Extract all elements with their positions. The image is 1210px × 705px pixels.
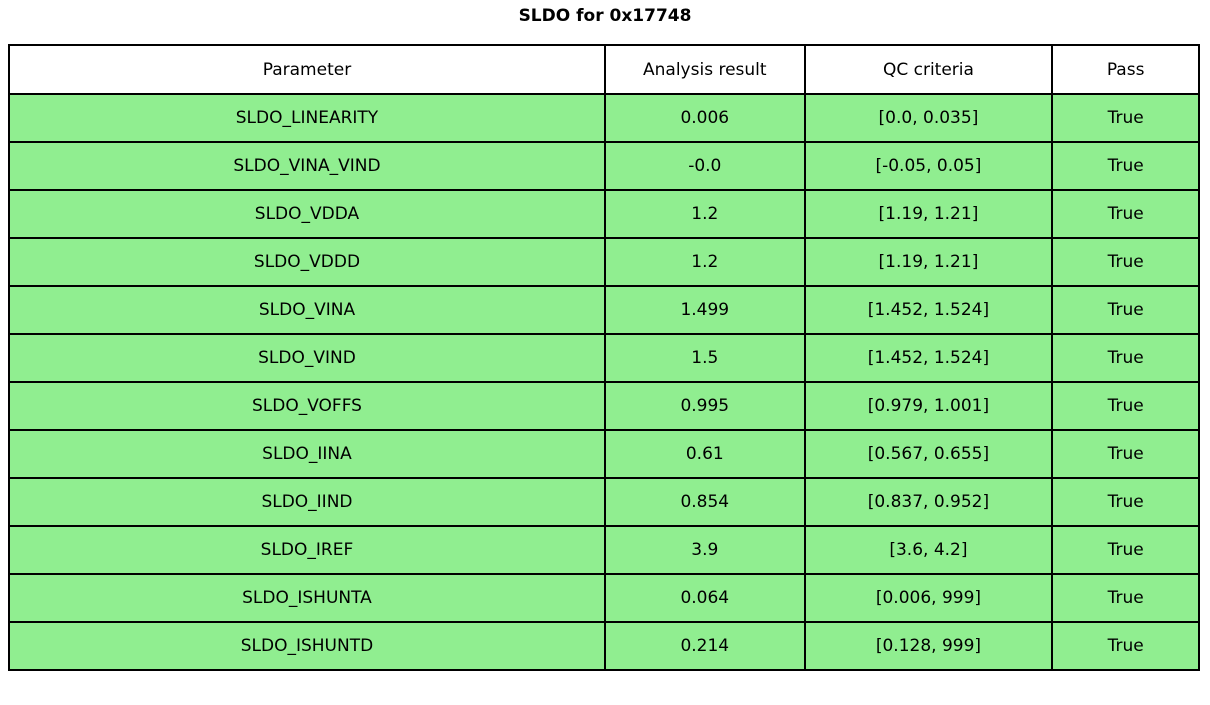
cell-parameter: SLDO_VDDA bbox=[8, 189, 606, 239]
cell-parameter: SLDO_VDDD bbox=[8, 237, 606, 287]
cell-qc-criteria: [1.19, 1.21] bbox=[803, 237, 1054, 287]
cell-pass-status: True bbox=[1051, 333, 1200, 383]
cell-analysis-result: 0.995 bbox=[603, 381, 806, 431]
cell-analysis-result: -0.0 bbox=[603, 141, 806, 191]
cell-pass-status: True bbox=[1051, 93, 1200, 143]
column-header-analysis-result: Analysis result bbox=[603, 44, 806, 95]
cell-analysis-result: 3.9 bbox=[603, 525, 806, 575]
table-row: SLDO_LINEARITY 0.006 [0.0, 0.035] True bbox=[8, 93, 1200, 143]
table-row: SLDO_IIND 0.854 [0.837, 0.952] True bbox=[8, 477, 1200, 527]
cell-qc-criteria: [0.128, 999] bbox=[803, 621, 1054, 671]
column-header-qc-criteria: QC criteria bbox=[803, 44, 1054, 95]
cell-pass-status: True bbox=[1051, 285, 1200, 335]
cell-parameter: SLDO_ISHUNTD bbox=[8, 621, 606, 671]
page-title: SLDO for 0x17748 bbox=[518, 6, 692, 26]
cell-pass-status: True bbox=[1051, 429, 1200, 479]
cell-analysis-result: 1.499 bbox=[603, 285, 806, 335]
cell-analysis-result: 0.61 bbox=[603, 429, 806, 479]
table-row: SLDO_VINA 1.499 [1.452, 1.524] True bbox=[8, 285, 1200, 335]
cell-pass-status: True bbox=[1051, 477, 1200, 527]
table-row: SLDO_IREF 3.9 [3.6, 4.2] True bbox=[8, 525, 1200, 575]
cell-qc-criteria: [0.006, 999] bbox=[803, 573, 1054, 623]
cell-qc-criteria: [0.567, 0.655] bbox=[803, 429, 1054, 479]
qc-results-table: Parameter Analysis result QC criteria Pa… bbox=[8, 44, 1200, 671]
cell-parameter: SLDO_VIND bbox=[8, 333, 606, 383]
cell-pass-status: True bbox=[1051, 621, 1200, 671]
table-row: SLDO_VINA_VIND -0.0 [-0.05, 0.05] True bbox=[8, 141, 1200, 191]
table-row: SLDO_VOFFS 0.995 [0.979, 1.001] True bbox=[8, 381, 1200, 431]
column-header-pass: Pass bbox=[1051, 44, 1200, 95]
cell-analysis-result: 0.064 bbox=[603, 573, 806, 623]
cell-qc-criteria: [1.452, 1.524] bbox=[803, 333, 1054, 383]
table-row: SLDO_IINA 0.61 [0.567, 0.655] True bbox=[8, 429, 1200, 479]
cell-analysis-result: 0.006 bbox=[603, 93, 806, 143]
cell-qc-criteria: [-0.05, 0.05] bbox=[803, 141, 1054, 191]
cell-parameter: SLDO_IINA bbox=[8, 429, 606, 479]
table-row: SLDO_VIND 1.5 [1.452, 1.524] True bbox=[8, 333, 1200, 383]
cell-analysis-result: 0.854 bbox=[603, 477, 806, 527]
cell-parameter: SLDO_VINA_VIND bbox=[8, 141, 606, 191]
column-header-parameter: Parameter bbox=[8, 44, 606, 95]
cell-pass-status: True bbox=[1051, 573, 1200, 623]
cell-analysis-result: 1.2 bbox=[603, 189, 806, 239]
cell-qc-criteria: [3.6, 4.2] bbox=[803, 525, 1054, 575]
cell-qc-criteria: [0.979, 1.001] bbox=[803, 381, 1054, 431]
cell-parameter: SLDO_VOFFS bbox=[8, 381, 606, 431]
cell-parameter: SLDO_ISHUNTA bbox=[8, 573, 606, 623]
table-row: SLDO_VDDD 1.2 [1.19, 1.21] True bbox=[8, 237, 1200, 287]
cell-pass-status: True bbox=[1051, 237, 1200, 287]
cell-qc-criteria: [0.837, 0.952] bbox=[803, 477, 1054, 527]
cell-parameter: SLDO_VINA bbox=[8, 285, 606, 335]
cell-qc-criteria: [1.452, 1.524] bbox=[803, 285, 1054, 335]
cell-pass-status: True bbox=[1051, 525, 1200, 575]
cell-analysis-result: 0.214 bbox=[603, 621, 806, 671]
cell-pass-status: True bbox=[1051, 381, 1200, 431]
cell-parameter: SLDO_IREF bbox=[8, 525, 606, 575]
cell-qc-criteria: [1.19, 1.21] bbox=[803, 189, 1054, 239]
cell-parameter: SLDO_IIND bbox=[8, 477, 606, 527]
cell-parameter: SLDO_LINEARITY bbox=[8, 93, 606, 143]
cell-analysis-result: 1.5 bbox=[603, 333, 806, 383]
cell-pass-status: True bbox=[1051, 189, 1200, 239]
table-row: SLDO_ISHUNTD 0.214 [0.128, 999] True bbox=[8, 621, 1200, 671]
cell-analysis-result: 1.2 bbox=[603, 237, 806, 287]
table-row: SLDO_VDDA 1.2 [1.19, 1.21] True bbox=[8, 189, 1200, 239]
cell-pass-status: True bbox=[1051, 141, 1200, 191]
table-row: SLDO_ISHUNTA 0.064 [0.006, 999] True bbox=[8, 573, 1200, 623]
header-row: Parameter Analysis result QC criteria Pa… bbox=[8, 44, 1200, 95]
cell-qc-criteria: [0.0, 0.035] bbox=[803, 93, 1054, 143]
